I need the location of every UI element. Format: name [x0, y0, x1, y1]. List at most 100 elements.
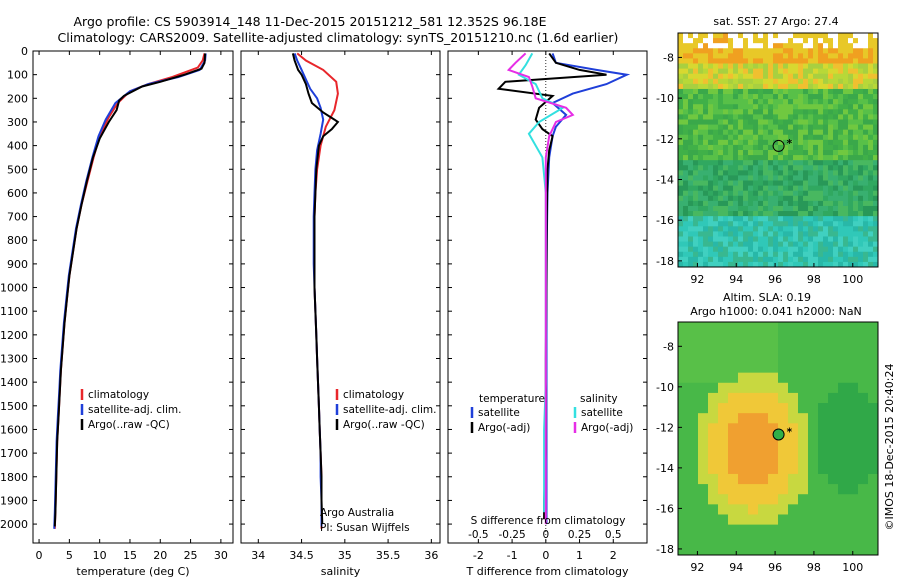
x-tick-label: 10	[93, 549, 107, 562]
legend-label: climatology	[343, 389, 404, 401]
map-cell	[818, 322, 829, 333]
depth-tick-label: 700	[7, 211, 28, 224]
map-cell	[863, 43, 869, 49]
map-cell	[748, 524, 759, 536]
depth-tick-label: 0	[21, 45, 28, 58]
map-cell	[828, 144, 834, 151]
map-cell	[698, 83, 704, 90]
map-cell	[778, 170, 784, 176]
map-cell	[723, 226, 729, 232]
map-y-tick-label: -18	[656, 543, 674, 556]
map-cell	[868, 322, 879, 333]
map-cell	[738, 534, 749, 546]
map-cell	[763, 241, 769, 248]
map-cell	[818, 129, 824, 136]
map-cell	[863, 119, 869, 126]
map-cell	[808, 114, 814, 120]
map-cell	[828, 221, 834, 227]
map-y-tick-label: -16	[656, 214, 674, 227]
float-pi-label: PI: Susan Wijffels	[320, 522, 410, 534]
map-cell	[693, 160, 699, 166]
map-cell	[688, 453, 699, 465]
map-cell	[688, 150, 694, 156]
map-x-tick-label: 96	[768, 273, 782, 286]
map-cell	[858, 88, 864, 95]
map-cell	[773, 170, 779, 176]
map-cell	[778, 48, 784, 54]
map-cell	[758, 83, 764, 90]
map-cell	[708, 185, 714, 192]
map-cell	[853, 63, 859, 70]
map-cell	[753, 175, 759, 182]
map-cell	[728, 473, 739, 485]
map-cell	[708, 109, 714, 115]
map-cell	[873, 114, 879, 120]
map-cell	[768, 99, 774, 105]
map-cell	[853, 175, 859, 182]
map-cell	[873, 236, 879, 243]
map-cell	[738, 195, 744, 202]
map-cell	[873, 43, 879, 49]
map-cell	[808, 473, 819, 485]
map-cell	[713, 99, 719, 105]
map-cell	[803, 226, 809, 232]
map-cell	[768, 205, 774, 212]
map-cell	[818, 53, 824, 59]
map-cell	[778, 246, 784, 253]
map-cell	[758, 484, 769, 495]
map-cell	[783, 48, 789, 54]
map-cell	[813, 83, 819, 90]
map-cell	[833, 216, 839, 222]
depth-tick-label: 1000	[0, 282, 28, 295]
map-cell	[833, 190, 839, 197]
map-cell	[828, 443, 839, 455]
map-cell	[798, 231, 804, 237]
map-cell	[858, 372, 869, 384]
map-cell	[778, 504, 789, 515]
map-cell	[718, 33, 724, 39]
map-cell	[823, 83, 829, 90]
map-cell	[703, 165, 709, 171]
map-cell	[868, 38, 874, 44]
map-cell	[838, 352, 849, 364]
map-cell	[868, 423, 879, 434]
map-cell	[808, 372, 819, 384]
x-tick-label: 0	[36, 549, 43, 562]
map-cell	[808, 165, 814, 171]
map-cell	[873, 78, 879, 85]
map-cell	[798, 473, 809, 485]
map-cell	[843, 150, 849, 156]
map-cell	[723, 185, 729, 192]
map-cell	[823, 124, 829, 131]
map-cell	[828, 83, 834, 90]
map-cell	[823, 139, 829, 146]
map-cell	[788, 261, 794, 268]
map-cell	[833, 180, 839, 187]
map-cell	[853, 251, 859, 258]
map-cell	[738, 256, 744, 263]
map-cell	[848, 221, 854, 227]
map-cell	[778, 160, 784, 166]
map-cell	[848, 124, 854, 131]
map-cell	[843, 53, 849, 59]
map-cell	[803, 144, 809, 151]
series-line-climatology	[296, 52, 339, 529]
map-cell	[738, 38, 744, 44]
map-cell	[853, 109, 859, 115]
map-cell	[828, 211, 834, 217]
map-cell	[698, 94, 704, 100]
map-cell	[698, 231, 704, 237]
map-cell	[743, 58, 749, 65]
map-cell	[828, 226, 834, 232]
map-cell	[813, 226, 819, 232]
map-cell	[718, 226, 724, 232]
map-cell	[798, 362, 809, 374]
map-cell	[703, 63, 709, 70]
map-cell	[788, 190, 794, 197]
map-cell	[778, 342, 789, 353]
map-cell	[743, 160, 749, 166]
map-cell	[798, 83, 804, 90]
map-cell	[733, 236, 739, 243]
map-cell	[848, 43, 854, 49]
map-cell	[848, 139, 854, 146]
